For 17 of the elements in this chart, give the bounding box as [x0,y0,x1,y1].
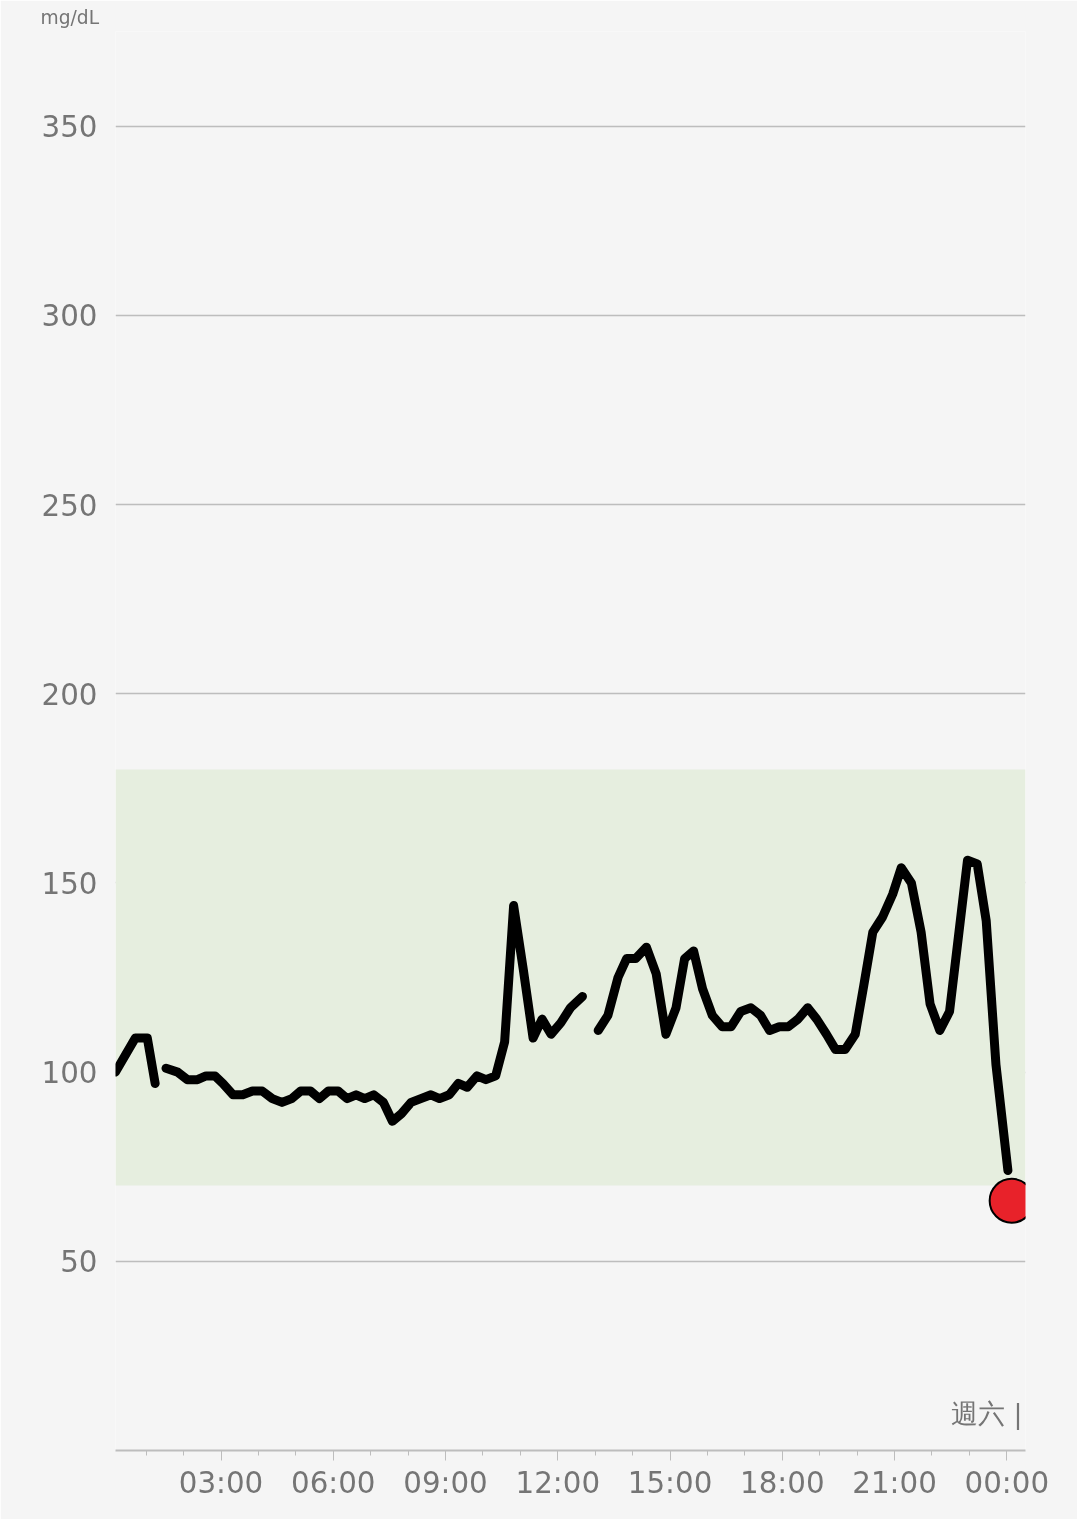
x-tick-label: 03:00 [178,1465,264,1500]
y-axis-title: mg/dL [40,6,100,28]
x-tick-label: 00:00 [964,1465,1050,1500]
x-tick-label: 15:00 [627,1465,713,1500]
x-tick-label: 18:00 [740,1465,825,1500]
x-tick-label: 12:00 [515,1465,601,1500]
y-tick-label: 150 [41,866,98,901]
y-tick-label: 50 [60,1245,98,1280]
y-tick-label: 300 [41,299,98,334]
y-tick-label: 100 [41,1056,98,1091]
annotation: 週六 | [951,1397,1023,1430]
x-tick-label: 06:00 [291,1465,376,1500]
y-tick-label: 200 [41,677,98,712]
x-tick-label: 09:00 [403,1465,488,1500]
y-tick-label: 250 [41,488,98,523]
y-tick-label: 350 [41,110,98,145]
x-tick-label: 21:00 [852,1465,937,1500]
